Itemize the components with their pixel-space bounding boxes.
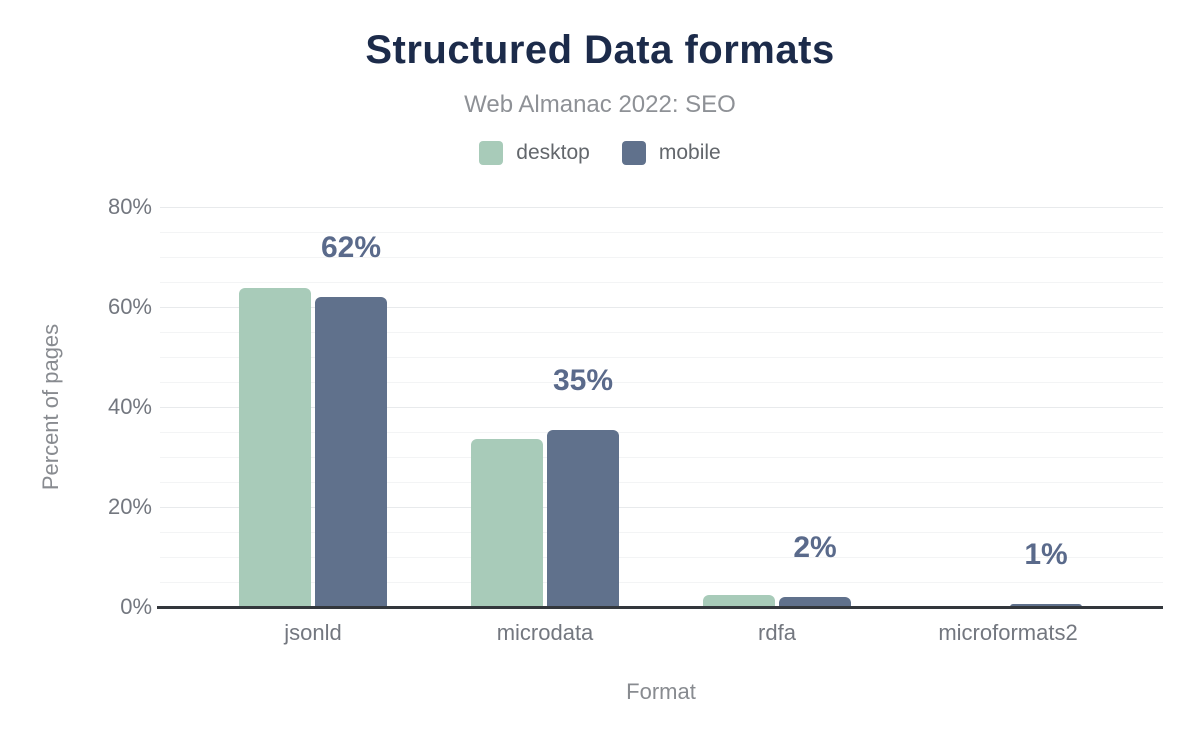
bar-value-label-microformats2: 1%	[1024, 538, 1068, 571]
x-axis-title: Format	[626, 679, 696, 704]
grid-line	[160, 232, 1163, 233]
grid-line	[160, 282, 1163, 283]
grid-line	[160, 407, 1163, 408]
y-tick-label: 80%	[107, 194, 152, 219]
y-tick-label: 40%	[107, 394, 152, 419]
grid-line	[160, 357, 1163, 358]
x-tick-label-jsonld: jsonld	[284, 620, 342, 645]
grid-line	[160, 557, 1163, 558]
bar-desktop-rdfa[interactable]	[703, 595, 775, 607]
legend-label-mobile: mobile	[658, 141, 721, 164]
y-tick-label: 20%	[107, 494, 152, 519]
legend-item-desktop[interactable]: desktop	[479, 141, 590, 165]
bar-value-label-jsonld: 62%	[320, 231, 382, 264]
bar-desktop-microdata[interactable]	[471, 439, 543, 607]
bar-mobile-jsonld[interactable]	[315, 297, 387, 607]
chart-legend: desktop mobile	[0, 141, 1200, 165]
bar-desktop-jsonld[interactable]	[239, 288, 311, 607]
bar-value-label-microdata: 35%	[552, 364, 614, 397]
grid-line	[160, 382, 1163, 383]
grid-line	[160, 532, 1163, 533]
x-axis-line	[157, 606, 1163, 609]
bar-value-label-rdfa: 2%	[793, 531, 837, 564]
legend-label-desktop: desktop	[516, 141, 590, 164]
x-tick-label-rdfa: rdfa	[758, 620, 796, 645]
grid-line	[160, 507, 1163, 508]
y-tick-label: 0%	[120, 594, 152, 619]
grid-line	[160, 457, 1163, 458]
desktop-series-swatch-icon	[479, 141, 504, 165]
grid-line	[160, 332, 1163, 333]
chart-subtitle: Web Almanac 2022: SEO	[464, 91, 736, 118]
mobile-series-swatch-icon	[621, 141, 646, 165]
grid-line	[160, 257, 1163, 258]
bar-mobile-microdata[interactable]	[547, 430, 619, 607]
grid-line	[160, 207, 1163, 208]
y-tick-label: 60%	[107, 294, 152, 319]
grid-line	[160, 582, 1163, 583]
legend-item-mobile[interactable]: mobile	[621, 141, 721, 165]
grid-line	[160, 307, 1163, 308]
x-tick-label-microdata: microdata	[496, 620, 594, 645]
bar-mobile-rdfa[interactable]	[779, 597, 851, 607]
grid-line	[160, 482, 1163, 483]
bar-mobile-microformats2[interactable]	[1010, 604, 1082, 607]
grid-line	[160, 432, 1163, 433]
chart-title: Structured Data formats	[365, 28, 835, 72]
x-tick-label-microformats2: microformats2	[938, 620, 1078, 645]
